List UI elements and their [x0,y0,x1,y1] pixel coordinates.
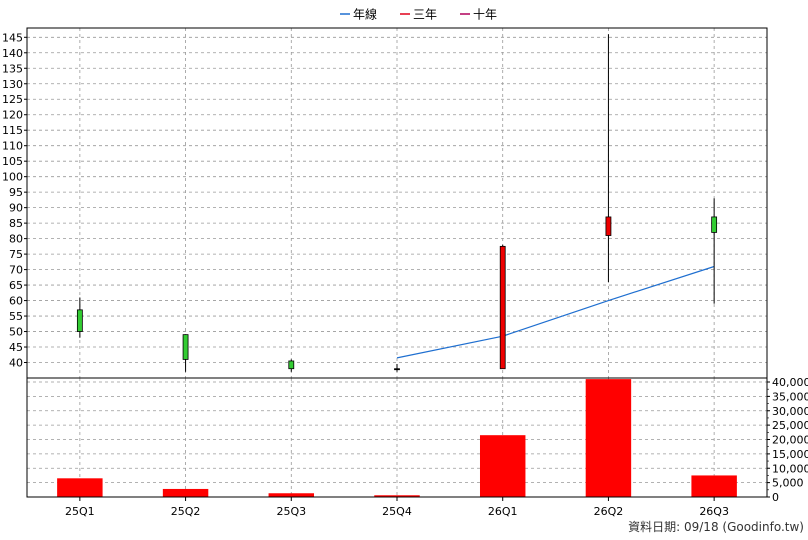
volume-tick-label: 5,000 [772,477,804,490]
x-tick-label: 26Q2 [594,505,624,518]
candle-body [76,309,83,332]
x-tick-label: 26Q1 [488,505,518,518]
volume-bar [585,379,632,497]
legend-label: 三年 [413,8,437,22]
price-tick-label: 85 [9,217,23,230]
price-tick-label: 100 [2,171,23,184]
legend-label: 年線 [353,7,377,22]
volume-bar [268,493,315,497]
x-tick-label: 25Q2 [171,505,201,518]
price-tick-label: 125 [2,93,23,106]
volume-tick-label: 30,000 [772,405,808,418]
volume-panel-frame [26,377,768,498]
volume-tick-label: 40,000 [772,376,808,389]
x-tick-label: 26Q3 [699,505,729,518]
price-tick-label: 140 [2,47,23,60]
price-tick-label: 65 [9,279,23,292]
candle-body [394,368,400,371]
x-axis: 25Q1 25Q2 25Q3 25Q4 26Q1 26Q2 26Q3 [65,497,729,518]
volume-bar [57,478,103,497]
volume-tick-label: 25,000 [772,419,808,432]
price-tick-label: 80 [9,233,23,246]
x-tick-label: 25Q1 [65,505,95,518]
price-tick-label: 55 [9,310,23,323]
volume-tick-label: 35,000 [772,390,808,403]
price-y-axis: 40 45 50 55 60 65 70 75 80 85 90 95 100 105 110 115 120 1… [2,31,27,370]
price-tick-label: 95 [9,186,23,199]
price-tick-label: 70 [9,264,23,277]
price-candles [76,34,718,372]
volume-bar [479,435,526,497]
candle-body [605,216,612,236]
price-tick-label: 50 [9,326,23,339]
price-tick-label: 60 [9,295,23,308]
panel-frames [26,27,768,498]
volume-bars [57,379,737,497]
price-tick-label: 145 [2,31,23,44]
footer-source: 資料日期: 09/18 (Goodinfo.tw) [628,520,804,534]
volume-tick-label: 0 [772,491,779,504]
volume-tick-label: 15,000 [772,448,808,461]
price-tick-label: 115 [2,124,23,137]
price-tick-label: 135 [2,62,23,75]
candle-body [182,334,189,360]
volume-bar [691,475,737,497]
candle-body [288,360,295,370]
volume-bar [162,488,209,497]
chart-legend: 年線 三年 十年 [340,7,497,22]
x-tick-label: 25Q4 [382,505,412,518]
price-tick-label: 75 [9,248,23,261]
year-line [396,265,715,359]
price-tick-label: 120 [2,109,23,122]
price-tick-label: 40 [9,357,23,370]
volume-tick-label: 10,000 [772,462,808,475]
volume-tick-label: 20,000 [772,434,808,447]
price-tick-label: 110 [2,140,23,153]
price-gridlines [27,28,767,378]
candle-body [499,245,506,370]
volume-bar [374,495,420,497]
price-tick-label: 105 [2,155,23,168]
volume-gridlines [27,378,767,498]
candle-body [711,216,718,233]
price-tick-label: 45 [9,341,23,354]
legend-label: 十年 [473,8,497,22]
price-tick-label: 90 [9,202,23,215]
x-tick-label: 25Q3 [276,505,306,518]
price-tick-label: 130 [2,78,23,91]
